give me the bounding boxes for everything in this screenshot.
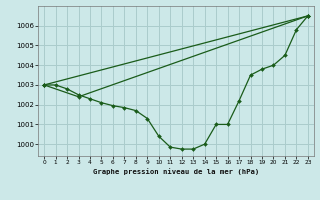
X-axis label: Graphe pression niveau de la mer (hPa): Graphe pression niveau de la mer (hPa)	[93, 168, 259, 175]
